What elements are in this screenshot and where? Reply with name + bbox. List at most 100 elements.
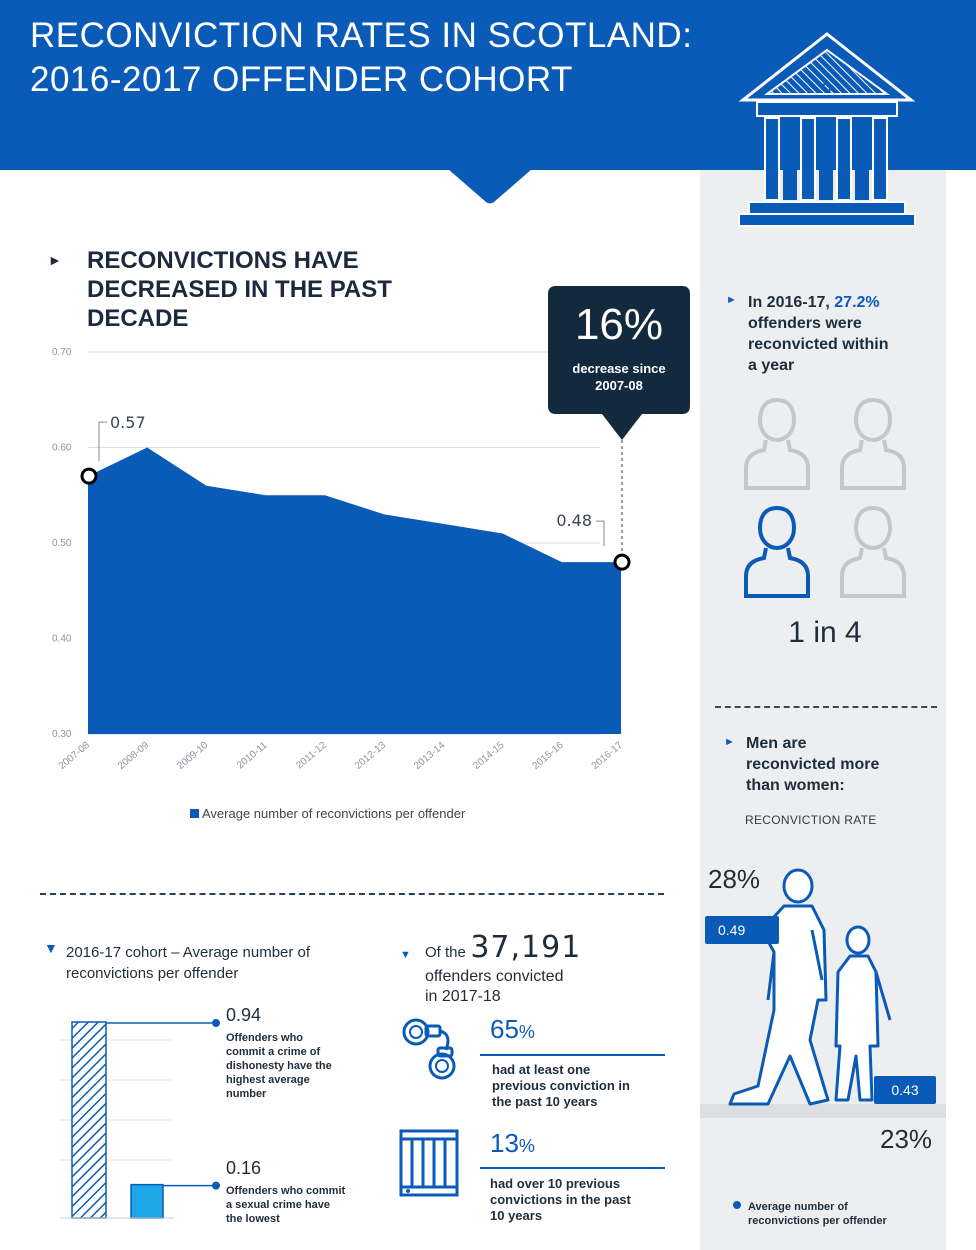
callout-text-line-2: 2007-08 xyxy=(595,378,643,393)
men-heading: Men are reconvicted more than women: xyxy=(746,733,879,796)
low-leader-dot xyxy=(212,1181,220,1190)
x-tick-label: 2008-09 xyxy=(116,740,152,772)
sidebar-divider xyxy=(715,706,937,708)
section-divider xyxy=(40,893,664,895)
high-description: Offenders who commit a crime of dishones… xyxy=(226,1031,332,1101)
offenders-line-3: in 2017-18 xyxy=(425,988,501,1005)
sidebar-bullet-2: ► xyxy=(724,736,735,748)
first-point-marker xyxy=(80,467,98,485)
offenders-bullet-icon: ▼ xyxy=(400,949,411,961)
stat-line-4: a year xyxy=(748,357,795,374)
low-desc-line-1: Offenders who commit xyxy=(226,1185,346,1197)
high-desc-line-5: number xyxy=(226,1088,267,1100)
area-series xyxy=(88,447,621,734)
y-tick-label: 0.60 xyxy=(52,443,72,454)
high-value: 0.94 xyxy=(226,1005,262,1025)
stat1-line-1: had at least one xyxy=(492,1062,591,1077)
women-average-tag: 0.43 xyxy=(874,1076,936,1104)
of-the-label: Of the xyxy=(425,944,466,961)
courthouse-icon xyxy=(738,32,916,227)
callout-text: decrease since 2007-08 xyxy=(548,360,690,394)
stat1-value: 65 xyxy=(490,1014,519,1044)
person-icon xyxy=(840,505,906,598)
sidebar-panel xyxy=(700,170,946,1250)
high-desc-line-1: Offenders who xyxy=(226,1032,304,1044)
stat2-line-2: convictions in the past xyxy=(490,1192,631,1207)
stat1-value-wrap: 65% xyxy=(490,1014,535,1045)
stat-line-3: reconvicted within xyxy=(748,336,889,353)
x-tick-label: 2010-11 xyxy=(235,740,270,772)
x-tick-label: 2014-15 xyxy=(471,740,507,772)
person-icon-highlighted xyxy=(744,505,810,598)
men-line-2: reconvicted more xyxy=(746,756,880,773)
high-desc-line-3: dishonesty have the xyxy=(226,1060,332,1072)
men-rate: 28% xyxy=(708,864,761,894)
sidebar-stat: In 2016-17, 27.2% offenders were reconvi… xyxy=(748,292,888,376)
sidebar-bullet-1: ► xyxy=(726,294,737,306)
cohort-bar-chart xyxy=(60,1019,220,1219)
first-label-leader xyxy=(98,421,107,462)
x-tick-label: 2009-10 xyxy=(175,740,211,772)
x-tick-label: 2007-08 xyxy=(57,740,93,772)
x-tick-label: 2012-13 xyxy=(353,740,389,772)
first-point-label: 0.57 xyxy=(110,413,146,432)
bar-dishonesty xyxy=(71,1021,107,1219)
x-tick-label: 2015-16 xyxy=(531,740,567,772)
callout-text-line-1: decrease since xyxy=(572,361,666,376)
stat-line-2: offenders were xyxy=(748,315,862,332)
sidebar-legend: Average number of reconvictions per offe… xyxy=(748,1200,887,1228)
stat2-line-1: had over 10 previous xyxy=(490,1176,621,1191)
last-label-leader xyxy=(596,520,605,547)
prison-cell-icon xyxy=(399,1129,459,1197)
high-desc-line-2: commit a crime of xyxy=(226,1046,321,1058)
legend-label: Average number of reconvictions per offe… xyxy=(202,806,466,821)
title-line-1: RECONVICTION RATES IN SCOTLAND: xyxy=(30,16,693,55)
stat1-line-2: previous conviction in xyxy=(492,1078,630,1093)
chart-heading-line-3: DECADE xyxy=(87,305,189,332)
stat1-description: had at least one previous conviction in … xyxy=(492,1062,630,1110)
stat-prefix: In 2016-17, xyxy=(748,294,830,311)
cohort-bullet-icon: ▼ xyxy=(44,940,58,956)
rate-label: RECONVICTION RATE xyxy=(745,813,877,827)
low-value: 0.16 xyxy=(226,1158,262,1178)
low-desc-line-3: the lowest xyxy=(226,1213,280,1225)
offenders-heading: Of the 37,191 xyxy=(425,930,581,965)
women-rate: 23% xyxy=(880,1124,933,1154)
chart-legend: Average number of reconvictions per offe… xyxy=(190,806,465,821)
cohort-heading-line-2: reconvictions per offender xyxy=(66,965,239,982)
y-tick-label: 0.70 xyxy=(52,347,72,358)
x-tick-label: 2013-14 xyxy=(412,740,448,772)
low-desc-line-2: a sexual crime have xyxy=(226,1199,330,1211)
y-tick-label: 0.40 xyxy=(52,634,72,645)
title-line-2: 2016-2017 OFFENDER COHORT xyxy=(30,60,573,99)
stat2-rule xyxy=(480,1167,665,1169)
bar-sexual-crime xyxy=(130,1183,164,1219)
x-tick-label: 2016-17 xyxy=(590,740,626,772)
chart-heading-line-2: DECREASED IN THE PAST xyxy=(87,276,392,303)
stat1-unit: % xyxy=(518,1022,535,1042)
page-title: RECONVICTION RATES IN SCOTLAND: 2016-201… xyxy=(30,14,692,102)
stat2-value-wrap: 13% xyxy=(490,1128,535,1159)
sidebar-legend-line-1: Average number of xyxy=(748,1201,848,1213)
stat2-unit: % xyxy=(518,1136,535,1156)
men-line-1: Men are xyxy=(746,735,807,752)
stat2-line-3: 10 years xyxy=(490,1208,543,1223)
x-tick-label: 2011-12 xyxy=(294,740,329,772)
chart-heading-line-1: RECONVICTIONS HAVE xyxy=(87,247,359,274)
offenders-total: 37,191 xyxy=(470,930,582,965)
handcuffs-icon xyxy=(402,1018,456,1080)
legend-swatch xyxy=(190,809,199,818)
chart-heading: RECONVICTIONS HAVE DECREASED IN THE PAST… xyxy=(87,246,392,333)
stat1-line-3: the past 10 years xyxy=(492,1094,598,1109)
cohort-heading-line-1: 2016-17 cohort – Average number of xyxy=(66,944,311,961)
stat-value: 27.2% xyxy=(834,294,880,311)
stat2-description: had over 10 previous convictions in the … xyxy=(490,1176,631,1224)
men-line-3: than women: xyxy=(746,777,845,794)
high-desc-line-4: highest average xyxy=(226,1074,310,1086)
header-pointer xyxy=(448,169,532,204)
low-description: Offenders who commit a sexual crime have… xyxy=(226,1184,345,1226)
y-tick-label: 0.50 xyxy=(52,538,72,549)
men-average-tag: 0.49 xyxy=(705,916,779,944)
offenders-line-2: offenders convicted xyxy=(425,968,564,985)
walking-people-icon xyxy=(700,868,946,1118)
